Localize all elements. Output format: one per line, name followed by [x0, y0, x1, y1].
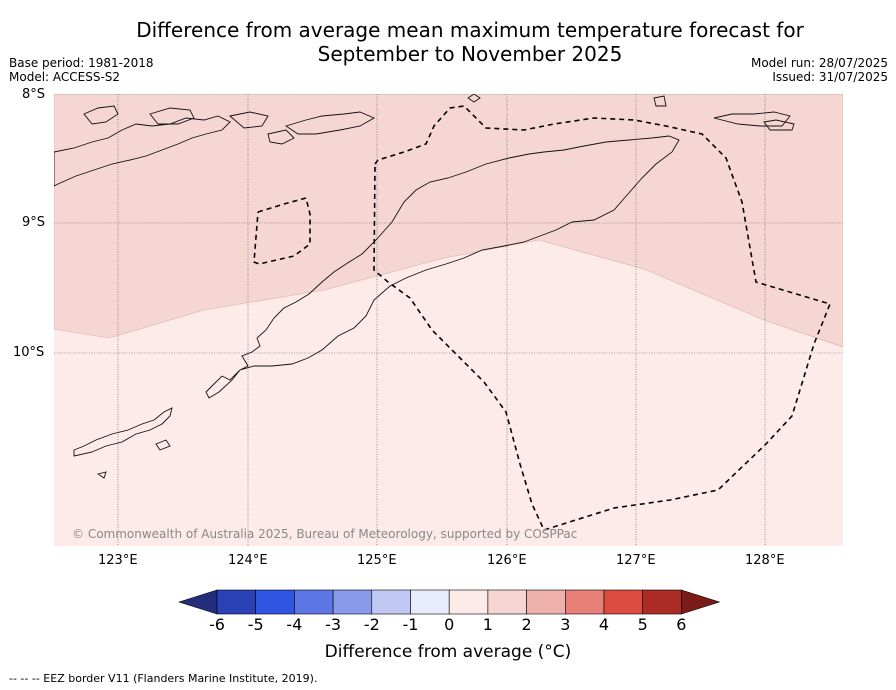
issued-date: Issued: 31/07/2025 [772, 70, 888, 84]
model-name: Model: ACCESS-S2 [9, 70, 121, 84]
title-line-1: Difference from average mean maximum tem… [136, 18, 804, 42]
colorbar-label: Difference from average (°C) [324, 642, 572, 662]
colorbar-cell [216, 589, 257, 615]
eez-legend: -- -- -- EEZ border V11 (Flanders Marine… [9, 672, 318, 685]
colorbar-cell [255, 589, 295, 615]
coastlines [54, 94, 795, 479]
colorbar-cell [564, 589, 605, 615]
colorbar-cell [526, 589, 566, 615]
island-e [267, 129, 295, 145]
colorbar-tick-label: 4 [598, 615, 610, 634]
lon-tick-128e: 128°E [745, 553, 785, 568]
base-period: Base period: 1981-2018 [9, 56, 154, 70]
colorbar-tick-label: 2 [521, 615, 532, 634]
lon-tick-126e: 126°E [487, 553, 527, 568]
colorbar-tick-label: 5 [637, 615, 648, 634]
meta-left: Base period: 1981-2018 Model: ACCESS-S2 [9, 56, 154, 84]
colorbar-extend-low [178, 589, 218, 615]
colorbar-cell [371, 589, 411, 615]
island-c [229, 111, 269, 129]
gridlines [54, 94, 843, 546]
lon-tick-123e: 123°E [98, 553, 138, 568]
lon-tick-127e: 127°E [616, 553, 656, 568]
colorbar-tick-label: 3 [560, 615, 571, 634]
model-run: Model run: 28/07/2025 [750, 56, 888, 70]
island-h [763, 119, 795, 131]
colorbar-extend-high [681, 589, 720, 615]
colorbar-tick-label: 6 [676, 615, 687, 634]
small-island-2 [96, 471, 107, 479]
colorbar-tick-label: 0 [444, 615, 455, 634]
lat-tick-8s: 8°S [22, 87, 46, 102]
colorbar-cells [178, 589, 720, 615]
map-svg [54, 94, 843, 546]
colorbar-cell [448, 589, 489, 615]
colorbar-tick-label: -1 [402, 615, 419, 634]
title-line-2: September to November 2025 [317, 42, 623, 66]
colorbar-cell [294, 589, 334, 615]
meta-right: Model run: 28/07/2025 Issued: 31/07/2025 [751, 56, 888, 84]
timor-coast [205, 135, 680, 399]
lat-tick-10s: 10°S [13, 345, 45, 360]
colorbar-tick-label: 1 [482, 615, 493, 634]
eez-border [253, 105, 832, 531]
lon-tick-125e: 125°E [357, 553, 397, 568]
colorbar-tick-label: -5 [247, 615, 264, 634]
lon-tick-124e: 124°E [228, 553, 268, 568]
northern-islands [54, 115, 231, 187]
island-f [713, 111, 791, 127]
small-island [155, 439, 171, 451]
colorbar-tick-label: -2 [363, 615, 380, 634]
rote-island [73, 407, 173, 457]
island-a [83, 105, 119, 125]
colorbar-cell [642, 589, 682, 615]
chart-title: Difference from average mean maximum tem… [0, 18, 896, 66]
colorbar-cell [410, 589, 450, 615]
colorbar-tick-label: -6 [209, 615, 225, 634]
colorbar-cell [603, 589, 644, 615]
lat-tick-9s: 9°S [22, 215, 46, 230]
region-1-to-2 [54, 94, 843, 348]
colorbar-tick-label: -4 [286, 615, 303, 634]
copyright-text: © Commonwealth of Australia 2025, Bureau… [72, 527, 578, 541]
map-panel [54, 94, 843, 546]
colorbar-cell [487, 589, 527, 615]
colorbar-cell [332, 589, 373, 615]
island-i [467, 94, 481, 103]
island-g [653, 95, 667, 107]
colorbar-tick-label: -3 [325, 615, 342, 634]
island-b [149, 107, 195, 125]
island-d [284, 111, 376, 135]
colorbar [178, 589, 720, 615]
